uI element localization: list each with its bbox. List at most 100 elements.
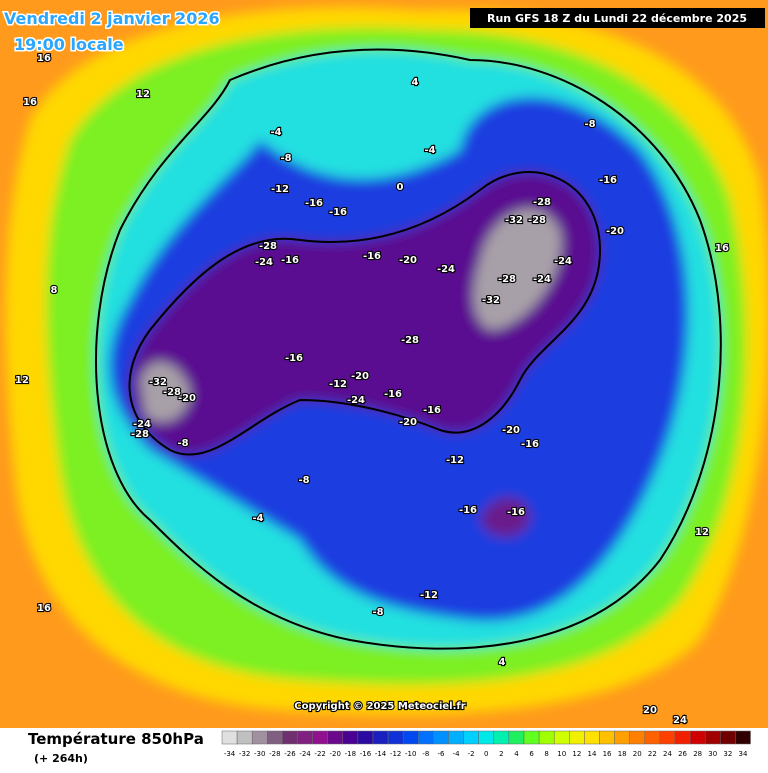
contour-label: 20 <box>643 705 657 716</box>
legend-swatch <box>342 730 359 745</box>
legend-tick-label: -18 <box>345 750 356 758</box>
legend-swatch <box>402 730 419 745</box>
legend-tick-label: 4 <box>514 750 519 758</box>
contour-label: -28 <box>528 215 546 226</box>
legend-tick-label: 0 <box>484 750 488 758</box>
contour-label: -20 <box>351 371 369 382</box>
legend-swatch <box>735 730 751 745</box>
legend-tick-label: -28 <box>269 750 280 758</box>
contour-label: -12 <box>329 379 347 390</box>
contour-label: -28 <box>259 241 277 252</box>
contour-label: -32 <box>505 215 523 226</box>
legend-swatch <box>508 730 525 745</box>
contour-label: 16 <box>23 97 37 108</box>
contour-label: -32 <box>482 295 500 306</box>
legend-tick-label: -26 <box>284 750 296 758</box>
contour-label: 16 <box>715 243 729 254</box>
contour-label: 16 <box>37 53 51 64</box>
contour-label: -16 <box>329 207 347 218</box>
lead-time: (+ 264h) <box>34 752 88 765</box>
contour-label: -20 <box>399 417 417 428</box>
contour-label: -28 <box>498 274 516 285</box>
legend-swatch <box>463 730 479 745</box>
legend-tick-label: 20 <box>633 750 642 758</box>
contour-label: -28 <box>533 197 551 208</box>
contour-label: -28 <box>401 335 419 346</box>
legend-tick-label: -4 <box>453 750 461 758</box>
copyright: Copyright © 2025 Meteociel.fr <box>294 701 465 712</box>
legend-swatch <box>599 730 615 745</box>
legend-tick-label: -6 <box>437 750 445 758</box>
legend-swatch <box>720 730 736 745</box>
legend-tick-label: -34 <box>224 750 236 758</box>
contour-label: -8 <box>372 607 383 618</box>
contour-label: -16 <box>521 439 539 450</box>
legend-tick-label: 28 <box>693 750 702 758</box>
contour-label: -16 <box>459 505 477 516</box>
legend-swatch <box>569 730 585 745</box>
legend-tick-label: 22 <box>648 750 657 758</box>
contour-label: -16 <box>423 405 441 416</box>
contour-label: -12 <box>271 184 289 195</box>
legend-swatch <box>236 730 253 745</box>
legend-swatch <box>523 730 540 745</box>
legend-tick-label: -14 <box>375 750 387 758</box>
legend-tick-label: 18 <box>618 750 627 758</box>
legend-tick-label: 30 <box>708 750 717 758</box>
legend-tick-label: -30 <box>254 750 265 758</box>
contour-label: 4 <box>499 657 506 668</box>
legend-tick-label: 16 <box>603 750 612 758</box>
legend-swatch <box>387 730 404 745</box>
legend-swatch <box>433 730 449 745</box>
legend-tick-label: -2 <box>468 750 475 758</box>
legend-tick-label: -12 <box>390 750 401 758</box>
legend-swatch <box>221 730 238 745</box>
legend-swatch <box>584 730 600 745</box>
contour-label: -8 <box>280 153 291 164</box>
legend-swatch <box>418 730 434 745</box>
legend-tick-label: -32 <box>239 750 250 758</box>
legend-tick-label: 26 <box>678 750 687 758</box>
legend-swatch <box>629 730 646 745</box>
legend-swatch <box>282 730 298 745</box>
legend-tick-label: 32 <box>723 750 732 758</box>
legend-tick-label: 14 <box>587 750 596 758</box>
legend-title: Température 850hPa <box>28 730 204 748</box>
contour-label: 0 <box>397 182 404 193</box>
legend-tick-label: 34 <box>738 750 747 758</box>
contour-label: -16 <box>305 198 323 209</box>
contour-label: 16 <box>37 603 51 614</box>
legend-swatch <box>689 730 706 745</box>
contour-label: -24 <box>554 256 572 267</box>
legend-tick-label: -22 <box>314 750 325 758</box>
legend-tick-label: -10 <box>405 750 416 758</box>
legend-tick-label: 10 <box>557 750 566 758</box>
legend-tick-label: -8 <box>422 750 429 758</box>
contour-label: -16 <box>507 507 525 518</box>
legend-swatch <box>553 730 570 745</box>
legend-swatch <box>312 730 328 745</box>
contour-label: 12 <box>695 527 709 538</box>
contour-label: -16 <box>281 255 299 266</box>
contour-label: -16 <box>285 353 303 364</box>
legend-swatch <box>478 730 495 745</box>
contour-label: -24 <box>347 395 365 406</box>
legend-tick-label: -20 <box>330 750 341 758</box>
contour-label: -28 <box>163 387 181 398</box>
run-box <box>470 8 765 28</box>
legend-tick-label: 24 <box>663 750 672 758</box>
contour-label: -4 <box>424 145 435 156</box>
legend-swatch <box>538 730 555 745</box>
contour-label: -24 <box>133 419 151 430</box>
contour-label: -24 <box>437 264 455 275</box>
legend-tick-label: -16 <box>360 750 372 758</box>
legend-swatch <box>297 730 313 745</box>
contour-label: -28 <box>131 429 149 440</box>
contour-label: -4 <box>252 513 263 524</box>
legend-tick-label: 6 <box>529 750 534 758</box>
contour-label: 24 <box>673 715 687 726</box>
contour-label: -20 <box>502 425 520 436</box>
contour-label: 4 <box>412 77 419 88</box>
legend-tick-label: -24 <box>299 750 311 758</box>
